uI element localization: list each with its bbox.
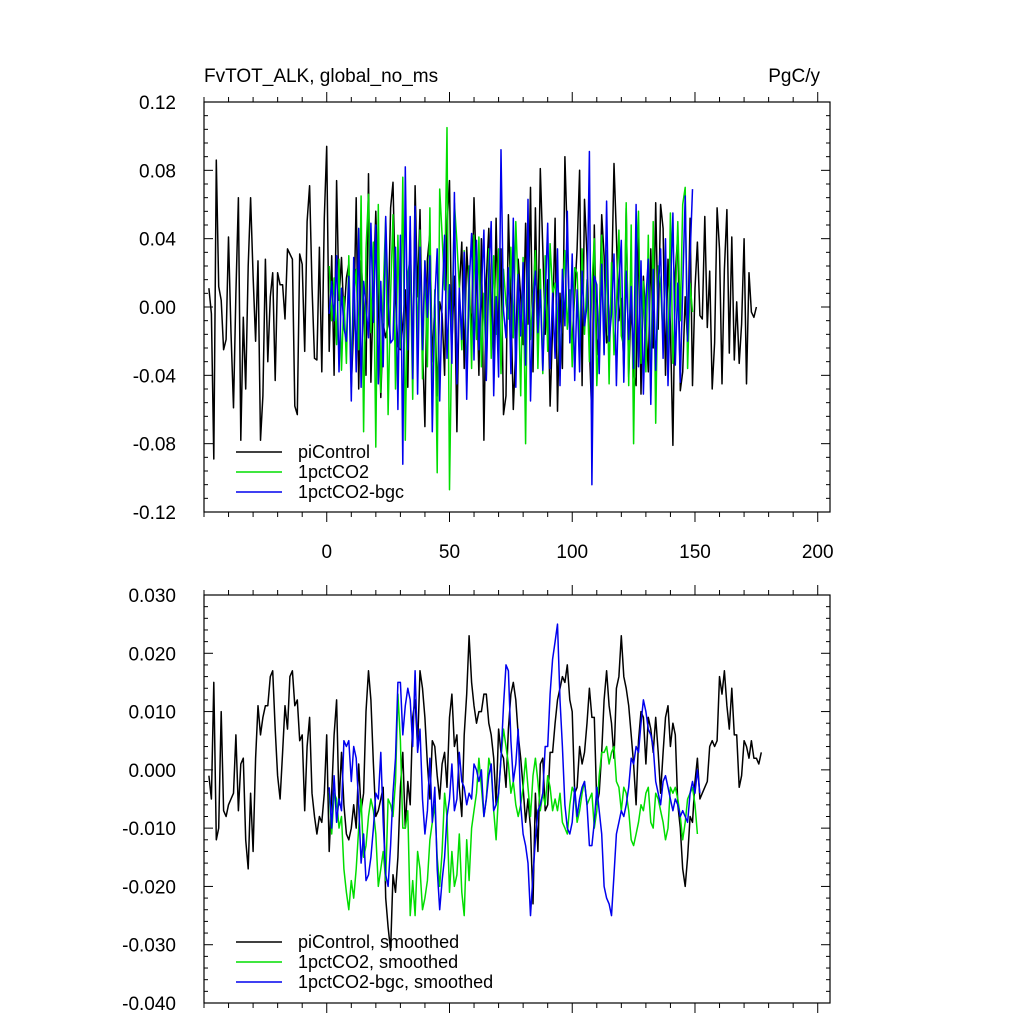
legend-label-1pctco2-smoothed: 1pctCO2, smoothed	[298, 952, 458, 972]
x-tick-label: 50	[439, 542, 460, 563]
y-tick-label: 0.04	[139, 230, 176, 251]
y-tick-label: -0.030	[122, 936, 176, 957]
x-tick-label: 150	[679, 542, 711, 563]
legend-label-picontrol: piControl	[298, 442, 370, 462]
bottom-panel-frame	[203, 594, 831, 1004]
y-tick-label: -0.020	[122, 877, 176, 898]
top-panel-legend: piControl 1pctCO2 1pctCO2-bgc	[236, 442, 404, 502]
y-tick-label: 0.00	[139, 298, 176, 319]
legend-label-1pctco2-bgc: 1pctCO2-bgc	[298, 482, 404, 502]
top-panel-frame	[203, 101, 831, 513]
x-tick-label: 100	[556, 542, 588, 563]
legend-label-1pctco2-bgc-smoothed: 1pctCO2-bgc, smoothed	[298, 972, 493, 992]
top-panel-series-group	[208, 126, 758, 491]
bottom-panel-ticks: -0.040 -0.030 -0.020 -0.010 0.000 0.010 0.020 0…	[122, 585, 830, 1015]
legend-label-1pctco2: 1pctCO2	[298, 462, 369, 482]
y-tick-label: -0.04	[133, 366, 177, 387]
y-tick-label: 0.030	[128, 586, 176, 607]
series-line-picontrol-smoothed	[208, 635, 763, 952]
y-tick-label: 0.000	[128, 761, 176, 782]
bottom-panel-legend: piControl, smoothed 1pctCO2, smoothed 1p…	[236, 932, 493, 992]
bottom-panel-series-group	[208, 623, 763, 952]
x-tick-label: 200	[802, 542, 834, 563]
series-line-1pctco2-smoothed	[328, 693, 699, 917]
top-panel-ticks: -0.12 -0.08 -0.04 0.00 0.04 0.08 0.12 0 50 100 150…	[133, 92, 834, 563]
series-line-1pctco2-bgc-smoothed	[328, 623, 701, 917]
top-panel-units: PgC/y	[768, 66, 820, 87]
y-tick-label: 0.010	[128, 703, 176, 724]
top-panel: FvTOT_ALK, global_no_ms PgC/y -0.12 -0.08…	[133, 66, 834, 563]
y-tick-label: -0.12	[133, 503, 176, 524]
y-tick-label: 0.12	[139, 93, 176, 114]
series-line-1pctco2-bgc	[328, 149, 694, 486]
bottom-panel: -0.040 -0.030 -0.020 -0.010 0.000 0.010 0.020 0…	[122, 585, 831, 1015]
x-tick-label: 0	[321, 542, 332, 563]
y-tick-label: -0.040	[122, 994, 176, 1015]
y-tick-label: 0.020	[128, 644, 176, 665]
y-tick-label: -0.08	[133, 435, 176, 456]
y-tick-label: -0.010	[122, 819, 176, 840]
y-tick-label: 0.08	[139, 161, 176, 182]
top-panel-title: FvTOT_ALK, global_no_ms	[204, 66, 438, 87]
legend-label-picontrol-smoothed: piControl, smoothed	[298, 932, 459, 952]
